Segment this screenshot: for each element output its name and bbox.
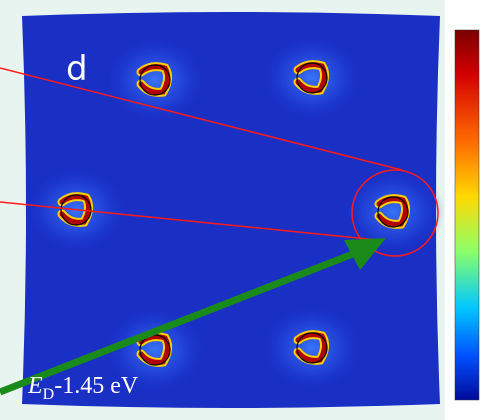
figure-panel: d ED-1.45 eV xyxy=(0,0,486,420)
panel-label: d xyxy=(66,49,88,89)
energy-subscript: D xyxy=(43,386,55,403)
spot xyxy=(103,36,207,124)
colorbar xyxy=(455,30,479,400)
spot xyxy=(260,34,364,122)
energy-value: -1.45 eV xyxy=(54,373,139,399)
energy-symbol: E xyxy=(27,373,43,399)
spot xyxy=(260,304,364,392)
